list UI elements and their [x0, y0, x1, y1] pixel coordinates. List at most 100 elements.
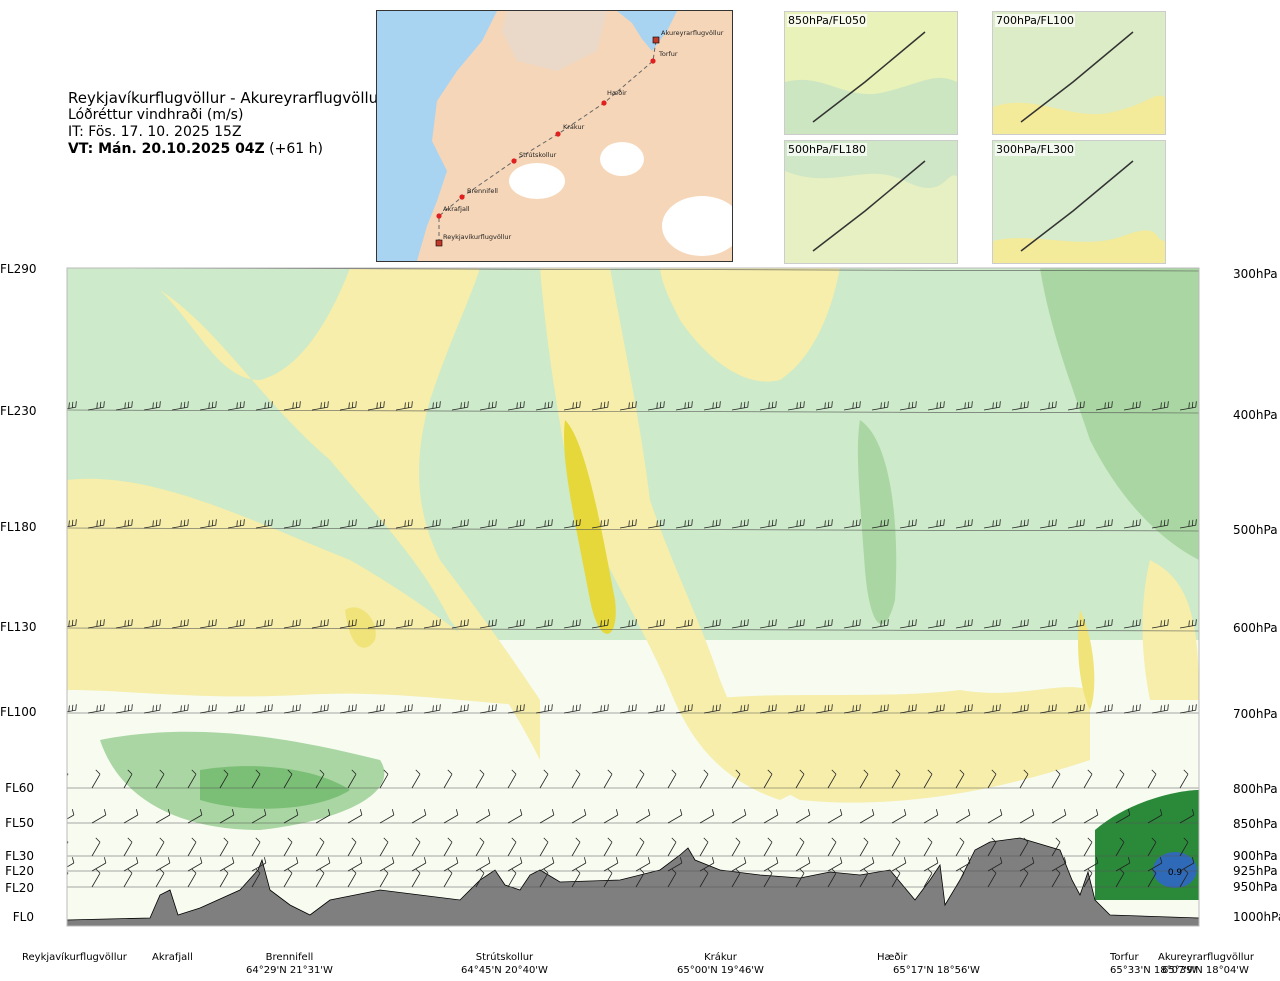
route-points: Akureyrarflugvöllur Torfur Hæðir Krákur Strú… — [435, 29, 724, 247]
wind-barb — [87, 519, 105, 529]
wind-barb — [675, 519, 693, 529]
wind-barb — [955, 519, 973, 529]
wind-barb — [539, 868, 549, 888]
wind-barb — [123, 868, 133, 888]
wind-barb — [1147, 857, 1163, 872]
wind-barb — [451, 619, 469, 629]
wind-barb — [1011, 519, 1029, 529]
wind-barb — [955, 769, 965, 789]
wind-barb — [1179, 619, 1197, 629]
wind-barb — [443, 809, 459, 824]
wind-barb — [91, 809, 107, 824]
wind-barb — [699, 809, 715, 824]
wind-barb — [379, 809, 395, 824]
wind-barb — [379, 837, 389, 857]
wind-barb — [123, 769, 133, 789]
wind-barb — [283, 809, 299, 824]
fl-label-3: FL130 — [0, 620, 37, 634]
wind-barb — [759, 519, 777, 529]
wind-barb — [283, 769, 293, 789]
wind-barb — [379, 868, 389, 888]
wind-barb — [1051, 868, 1061, 888]
wind-barb — [315, 769, 325, 789]
wind-barb — [395, 519, 413, 529]
wind-barb — [1179, 809, 1195, 824]
wind-barb — [1039, 619, 1057, 629]
wind-barb — [123, 857, 139, 872]
wind-barb — [88, 268, 91, 269]
wind-barb — [647, 401, 665, 411]
field-up1-right — [1078, 610, 1095, 710]
pa-label-10: 1000hPa — [1233, 910, 1280, 924]
chart-header: Reykjavíkurflugvöllur - Akureyrarflugvöl… — [68, 90, 384, 158]
wind-barb — [535, 401, 553, 411]
wind-barb — [827, 868, 837, 888]
wind-barb — [787, 704, 805, 714]
wind-barb — [315, 837, 325, 857]
route-map[interactable]: Akureyrarflugvöllur Torfur Hæðir Krákur Strú… — [376, 10, 733, 262]
wind-barb — [795, 809, 811, 824]
wind-barb — [899, 619, 917, 629]
thumb-300[interactable]: 300hPa/FL300 — [992, 140, 1166, 264]
map-point-marker — [459, 194, 465, 200]
wind-barb — [115, 401, 133, 411]
wind-barb — [891, 868, 901, 888]
fl-label-10: FL0 — [12, 910, 34, 924]
wind-barb — [395, 619, 413, 629]
fl-label-4: FL100 — [0, 705, 37, 719]
wind-barb — [475, 769, 485, 789]
wind-barb — [315, 809, 331, 824]
wind-barb — [347, 769, 357, 789]
wind-barb — [619, 619, 637, 629]
wind-barb — [1011, 401, 1029, 411]
wind-barb — [635, 857, 651, 872]
field-weak-up-6 — [1142, 560, 1199, 700]
pa-label-5: 800hPa — [1233, 782, 1278, 796]
wind-barb — [703, 704, 721, 714]
wind-barb — [115, 619, 133, 629]
wind-barb — [983, 619, 1001, 629]
wind-barb — [187, 809, 203, 824]
wind-barb — [815, 401, 833, 411]
pa-label-4: 700hPa — [1233, 707, 1278, 721]
field-left — [67, 268, 148, 620]
wind-barb — [1051, 809, 1067, 824]
wind-barb — [899, 704, 917, 714]
thumb-500[interactable]: 500hPa/FL180 — [784, 140, 958, 264]
wind-barb — [479, 401, 497, 411]
waypoint-6-coord: 65°33'N 18°07'W — [1110, 965, 1197, 976]
wind-barb — [1147, 809, 1163, 824]
wind-barb — [699, 857, 715, 872]
wind-barb — [1115, 837, 1125, 857]
wind-barb — [283, 519, 301, 529]
sea-north — [617, 11, 677, 51]
wind-barb — [91, 837, 101, 857]
wind-barb — [635, 809, 651, 824]
highland-north — [502, 11, 607, 71]
wind-barb — [67, 519, 77, 528]
thumb-700[interactable]: 700hPa/FL100 — [992, 11, 1166, 135]
wind-barb — [987, 857, 1003, 872]
waypoint-6: Torfur 65°33'N 18°07'W — [1110, 951, 1197, 977]
field-down3-ne — [1095, 790, 1199, 900]
wind-barb — [859, 769, 869, 789]
wind-barb — [927, 519, 945, 529]
wind-barb — [795, 868, 805, 888]
thumb-850[interactable]: 850hPa/FL050 — [784, 11, 958, 135]
wind-barb — [1180, 268, 1183, 269]
wind-barb — [795, 837, 805, 857]
map-point-label: Brennifell — [467, 187, 498, 195]
pa-label-7: 900hPa — [1233, 849, 1278, 863]
wind-barb — [200, 268, 203, 269]
wind-barb — [619, 519, 637, 529]
field-strong-down — [1153, 852, 1197, 888]
wind-barb — [891, 837, 901, 857]
wind-barb — [647, 519, 665, 529]
wind-barb — [199, 619, 217, 629]
wind-barb — [571, 857, 587, 872]
wind-barb — [1039, 401, 1057, 411]
fl-label-8: FL20 — [5, 864, 34, 878]
wind-barb — [451, 519, 469, 529]
wind-barb — [347, 868, 357, 888]
glacier-1 — [509, 163, 565, 199]
